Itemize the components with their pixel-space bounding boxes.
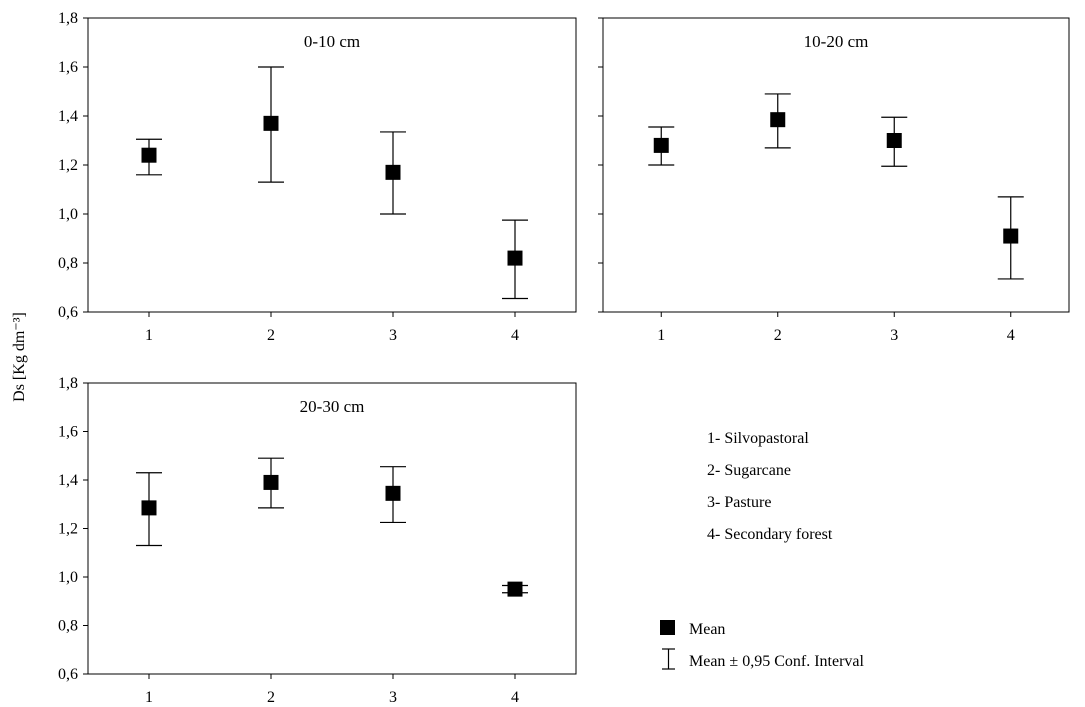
chart-panels: 0,6 0,8 1,0 1,2 1,4 1,6 1,8 1 2 3 4 0-10 cm 1 2 3 4 10-2… <box>58 10 1070 706</box>
y-tick-label: 1,2 <box>58 521 78 538</box>
y-tick-label: 1,0 <box>58 206 78 223</box>
y-tick-label: 1,4 <box>58 108 78 125</box>
panel-title: 10-20 cm <box>804 32 869 51</box>
panel-1: 0,6 0,8 1,0 1,2 1,4 1,6 1,8 1 2 3 4 0-10 cm <box>58 10 577 344</box>
y-tick-label: 1,8 <box>58 10 78 27</box>
category-legend: 1- Silvopastoral 2- Sugarcane 3- Pasture… <box>707 430 833 543</box>
x-tick-label: 2 <box>267 327 275 344</box>
mean-marker <box>141 147 157 163</box>
mean-marker <box>385 164 401 180</box>
mean-marker <box>1003 228 1019 244</box>
legend-category-3: 3- Pasture <box>707 494 771 511</box>
legend-ci-label: Mean ± 0,95 Conf. Interval <box>689 653 865 670</box>
x-tick-label: 3 <box>389 689 397 706</box>
y-tick-label: 0,6 <box>58 666 78 683</box>
x-tick-label: 2 <box>774 327 782 344</box>
legend-ci-symbol <box>662 648 675 670</box>
mean-marker <box>507 581 523 597</box>
panel-3: 0,6 0,8 1,0 1,2 1,4 1,6 1,8 1 2 3 4 20-30 cm <box>58 375 577 706</box>
panel-2: 1 2 3 4 10-20 cm <box>598 17 1070 344</box>
mean-marker <box>263 115 279 131</box>
y-tick-label: 0,8 <box>58 255 78 272</box>
mean-marker <box>141 500 157 516</box>
panel-title: 0-10 cm <box>304 32 360 51</box>
y-axis-label: Ds [Kg dm⁻³] <box>11 312 28 402</box>
legend-category-2: 2- Sugarcane <box>707 462 791 479</box>
panel-title: 20-30 cm <box>300 397 365 416</box>
legend-mean-label: Mean <box>689 621 725 638</box>
x-tick-label: 3 <box>890 327 898 344</box>
y-tick-label: 1,6 <box>58 424 78 441</box>
y-tick-label: 1,8 <box>58 375 78 392</box>
y-tick-label: 0,8 <box>58 618 78 635</box>
x-tick-label: 4 <box>511 689 519 706</box>
mean-marker <box>507 250 523 266</box>
y-tick-label: 0,6 <box>58 304 78 321</box>
legend-mean-marker <box>660 620 675 635</box>
x-tick-label: 1 <box>145 689 153 706</box>
mean-marker <box>886 133 902 148</box>
plot-frame <box>87 17 577 313</box>
y-tick-label: 1,0 <box>58 569 78 586</box>
x-tick-label: 3 <box>389 327 397 344</box>
x-tick-label: 4 <box>1007 327 1015 344</box>
y-tick-label: 1,4 <box>58 472 78 489</box>
y-tick-label: 1,2 <box>58 157 78 174</box>
mean-marker <box>385 485 401 501</box>
x-tick-label: 1 <box>657 327 665 344</box>
symbol-legend: Mean Mean ± 0,95 Conf. Interval <box>660 620 865 670</box>
x-tick-label: 4 <box>511 327 519 344</box>
x-tick-label: 1 <box>145 327 153 344</box>
x-tick-label: 2 <box>267 689 275 706</box>
mean-marker <box>263 474 279 490</box>
mean-marker <box>653 137 669 153</box>
mean-marker <box>770 112 786 128</box>
legend-category-1: 1- Silvopastoral <box>707 430 809 447</box>
legend-category-4: 4- Secondary forest <box>707 526 833 543</box>
y-tick-label: 1,6 <box>58 59 78 76</box>
plot-frame <box>87 382 577 675</box>
